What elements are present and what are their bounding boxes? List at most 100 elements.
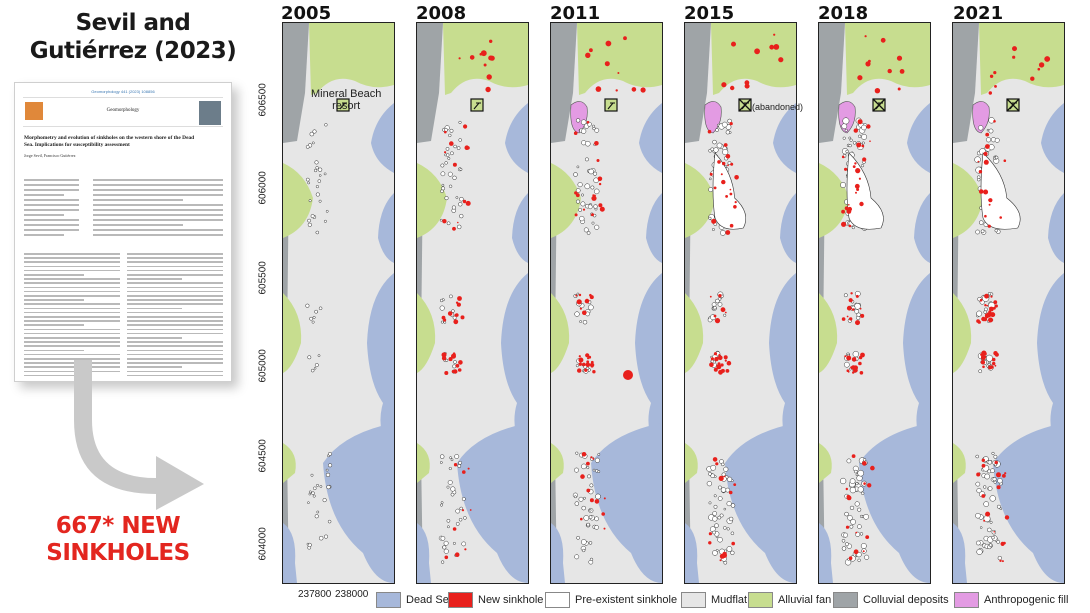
new-sinkhole — [981, 350, 987, 356]
legend-swatch — [954, 592, 979, 608]
paper-text-line — [24, 265, 120, 268]
pre-existent-sinkhole — [449, 456, 452, 460]
new-sinkhole — [594, 499, 600, 504]
new-sinkhole — [730, 162, 734, 166]
journal-cover-image — [199, 101, 221, 125]
pre-existent-sinkhole — [711, 228, 715, 231]
legend-swatch — [545, 592, 570, 608]
new-sinkhole — [461, 509, 465, 512]
new-sinkhole — [981, 316, 986, 322]
pre-existent-sinkhole — [712, 550, 718, 556]
dead-sea-area — [501, 273, 528, 443]
new-sinkhole — [485, 86, 491, 93]
pre-existent-sinkhole — [582, 548, 586, 553]
new-sinkhole — [457, 221, 459, 224]
new-sinkhole — [861, 144, 865, 148]
new-sinkhole — [981, 463, 986, 468]
new-sinkhole — [845, 487, 848, 491]
new-sinkhole — [593, 194, 596, 197]
pre-existent-sinkhole — [588, 168, 594, 175]
paper-text-line — [24, 320, 120, 322]
new-sinkhole — [709, 295, 712, 298]
pre-existent-sinkhole — [851, 226, 855, 230]
pre-existent-sinkhole — [587, 204, 593, 210]
paper-text-line — [24, 219, 79, 221]
new-sinkhole — [999, 559, 1002, 562]
dead-sea-area — [371, 103, 394, 173]
new-sinkhole — [725, 230, 731, 235]
pre-existent-sinkhole — [447, 525, 450, 529]
new-sinkhole — [985, 132, 990, 137]
new-sinkhole — [854, 162, 857, 165]
pre-existent-sinkhole — [843, 293, 848, 298]
new-sinkhole — [731, 41, 736, 47]
new-sinkhole — [999, 216, 1002, 219]
pre-existent-sinkhole — [307, 181, 311, 185]
anthropogenic-fill-area — [972, 101, 990, 134]
pre-existent-sinkhole — [456, 146, 461, 150]
paper-text-line — [127, 278, 182, 280]
pre-existent-sinkhole — [856, 312, 861, 317]
pre-existent-sinkhole — [309, 316, 313, 321]
pre-existent-sinkhole — [308, 492, 312, 496]
new-sinkhole — [589, 498, 594, 503]
new-sinkhole — [581, 452, 587, 457]
new-sinkhole — [725, 195, 728, 198]
pre-existent-sinkhole — [841, 546, 847, 551]
pre-existent-sinkhole — [323, 172, 327, 176]
pre-existent-sinkhole — [315, 192, 320, 197]
pre-existent-sinkhole — [597, 453, 601, 456]
new-sinkhole — [734, 201, 737, 204]
pre-existent-sinkhole — [583, 515, 590, 521]
pre-existent-sinkhole — [996, 504, 1001, 509]
alluvial-fan-area — [551, 443, 564, 483]
pre-existent-sinkhole — [713, 504, 718, 509]
paper-text-line — [24, 337, 120, 339]
pre-existent-sinkhole — [857, 486, 864, 493]
pre-existent-sinkhole — [580, 201, 586, 207]
pre-existent-sinkhole — [318, 174, 322, 177]
pre-existent-sinkhole — [987, 469, 992, 474]
new-sinkhole — [846, 305, 852, 311]
new-sinkhole — [874, 88, 881, 94]
new-sinkhole — [855, 531, 858, 534]
pre-existent-sinkhole — [450, 458, 454, 462]
legend-swatch — [376, 592, 401, 608]
new-sinkhole — [718, 294, 722, 298]
pre-existent-sinkhole — [849, 486, 857, 494]
pre-existent-sinkhole — [980, 152, 1021, 230]
pre-existent-sinkhole — [458, 120, 462, 124]
pre-existent-sinkhole — [594, 525, 599, 530]
pre-existent-sinkhole — [449, 128, 454, 133]
year-2018: 2018 — [818, 3, 869, 24]
pre-existent-sinkhole — [841, 123, 848, 130]
paper-text-line — [93, 189, 223, 191]
pre-existent-sinkhole — [447, 479, 453, 485]
pre-existent-sinkhole — [858, 134, 862, 138]
legend-swatch — [833, 592, 858, 608]
pre-existent-sinkhole — [580, 119, 587, 125]
pre-existent-sinkhole — [992, 477, 997, 482]
new-sinkhole — [860, 352, 865, 358]
new-sinkhole — [722, 161, 726, 166]
new-sinkhole — [454, 353, 456, 356]
pre-existent-sinkhole — [710, 473, 715, 478]
pre-existent-sinkhole — [975, 454, 979, 459]
pre-existent-sinkhole — [850, 519, 856, 525]
new-sinkhole — [985, 511, 991, 517]
new-sinkhole — [869, 140, 871, 142]
new-sinkhole — [597, 176, 603, 182]
new-sinkhole — [1003, 159, 1007, 162]
pre-existent-sinkhole — [575, 364, 579, 368]
new-sinkhole — [447, 311, 453, 316]
new-sinkhole — [841, 155, 845, 159]
new-sinkhole — [462, 470, 466, 474]
pre-existent-sinkhole — [308, 199, 312, 203]
new-sinkhole — [990, 365, 994, 369]
pre-existent-sinkhole — [578, 496, 584, 502]
new-sinkhole — [589, 362, 595, 368]
abandoned-label: (abandoned) — [752, 102, 804, 112]
pre-existent-sinkhole — [979, 220, 984, 225]
pre-existent-sinkhole — [456, 224, 462, 230]
paper-title: Morphometry and evolution of sinkholes o… — [24, 135, 195, 148]
